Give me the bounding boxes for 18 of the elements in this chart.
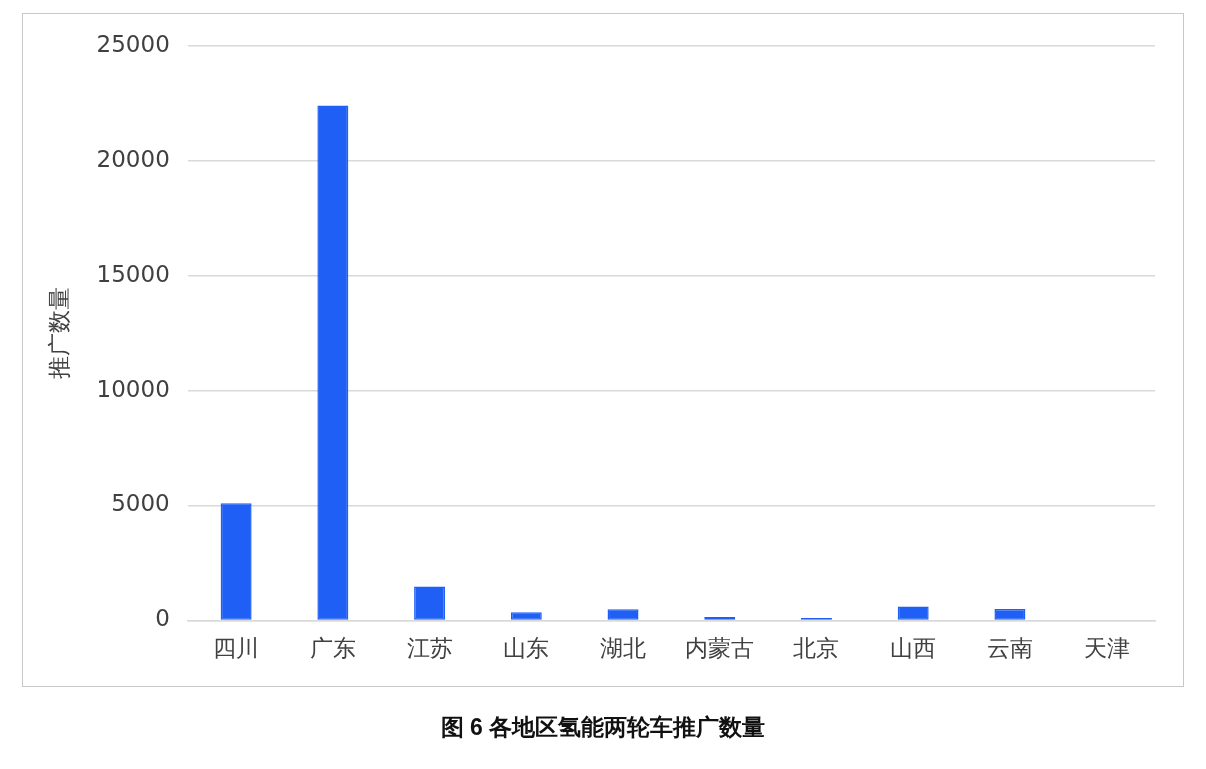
x-tick-label: 山西 bbox=[890, 635, 937, 662]
x-tick-label: 广东 bbox=[309, 635, 356, 662]
x-tick-label: 天津 bbox=[1083, 635, 1130, 662]
x-tick-label: 江苏 bbox=[406, 635, 453, 662]
y-axis-title: 推广数量 bbox=[45, 287, 72, 380]
y-tick-label: 25000 bbox=[96, 30, 170, 57]
x-tick-label: 内蒙古 bbox=[685, 635, 755, 662]
text: 图 6 各地区氢能两轮车推广数量 bbox=[439, 713, 767, 742]
x-tick-label: 山东 bbox=[503, 635, 550, 662]
y-tick-label: 15000 bbox=[96, 260, 170, 287]
y-tick-label: 5000 bbox=[111, 490, 170, 517]
y-tick-label: 10000 bbox=[96, 375, 170, 402]
x-tick-label: 四川 bbox=[213, 635, 260, 662]
y-tick-label: 0 bbox=[155, 605, 170, 632]
y-tick-label: 20000 bbox=[96, 145, 170, 172]
x-tick-label: 湖北 bbox=[600, 635, 647, 662]
x-tick-label: 云南 bbox=[986, 635, 1033, 662]
x-tick-label: 北京 bbox=[793, 635, 840, 662]
